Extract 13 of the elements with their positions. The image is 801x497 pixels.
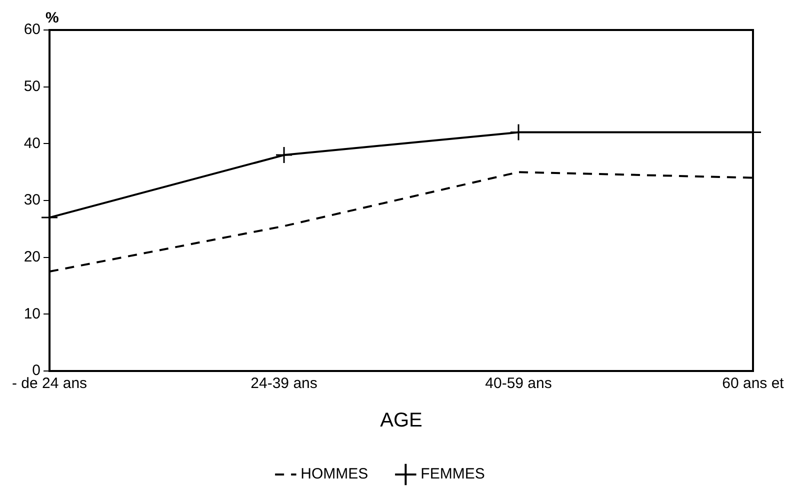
y-tick-label: 50 bbox=[24, 78, 41, 95]
x-axis-title: AGE bbox=[380, 410, 422, 432]
legend-label: FEMMES bbox=[420, 466, 485, 483]
legend-label: HOMMES bbox=[300, 466, 368, 483]
y-axis-title: % bbox=[46, 10, 59, 27]
x-tick-label: 24-39 ans bbox=[250, 375, 318, 392]
x-tick-label: 60 ans et bbox=[722, 375, 785, 392]
y-tick-label: 30 bbox=[24, 192, 41, 209]
y-tick-label: 60 bbox=[24, 21, 41, 38]
x-tick-label: 40-59 ans bbox=[485, 375, 552, 392]
y-tick-label: 40 bbox=[24, 134, 41, 152]
y-tick-label: 10 bbox=[24, 305, 41, 322]
y-tick-label: 20 bbox=[24, 248, 41, 266]
